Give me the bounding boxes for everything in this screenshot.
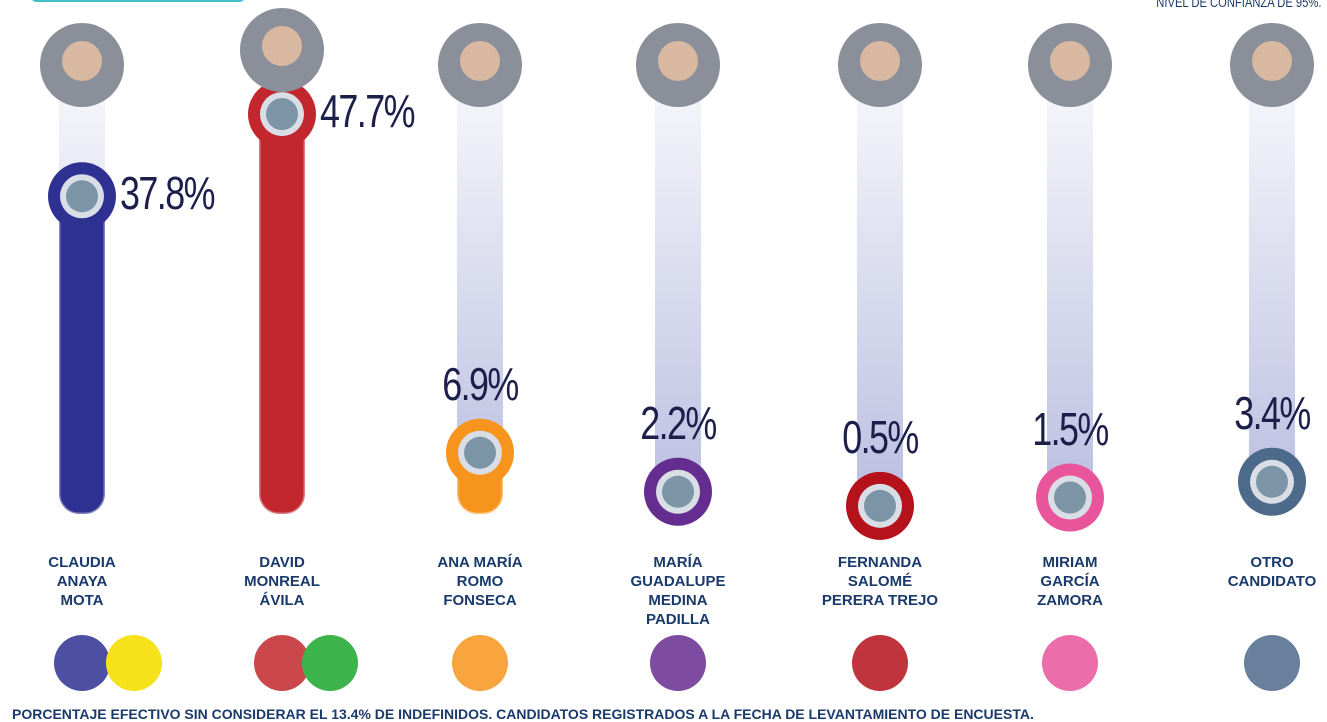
- party-logo: [254, 635, 310, 691]
- party-logo: [452, 635, 508, 691]
- party-logo: [54, 635, 110, 691]
- photo-face: [460, 41, 500, 81]
- bar: [257, 112, 307, 516]
- track: [655, 20, 701, 514]
- candidate-name: OTRO CANDIDATO: [1227, 554, 1317, 590]
- bar: [57, 194, 107, 516]
- candidate-name: MARÍA GUADALUPE MEDINA PADILLA: [630, 554, 726, 628]
- note: NIVEL DE CONFIANZA DE 95%.: [1155, 0, 1321, 10]
- photo-face: [262, 26, 302, 66]
- value-label: 0.5%: [842, 410, 919, 463]
- photo-face: [1252, 41, 1292, 81]
- party-logo: [1244, 635, 1300, 691]
- party-logo: [106, 635, 162, 691]
- value-label: 2.2%: [640, 396, 717, 449]
- photo-face: [860, 41, 900, 81]
- party-logo: [302, 635, 358, 691]
- knob-center: [662, 475, 694, 508]
- knob-center: [864, 489, 896, 522]
- value-label: 47.7%: [320, 85, 416, 138]
- party-logo: [852, 635, 908, 691]
- value-label: 1.5%: [1032, 402, 1109, 455]
- value-label: 6.9%: [442, 357, 519, 410]
- track: [1249, 20, 1295, 514]
- party-logo: [1042, 635, 1098, 691]
- party-logo: [650, 635, 706, 691]
- photo-face: [658, 41, 698, 81]
- knob-center: [1256, 465, 1288, 498]
- candidate-name: MIRIAM GARCÍA ZAMORA: [1037, 554, 1103, 609]
- footer: PORCENTAJE EFECTIVO SIN CONSIDERAR EL 13…: [12, 706, 1034, 722]
- knob-center: [266, 98, 298, 131]
- candidate-name: CLAUDIA ANAYA MOTA: [48, 554, 116, 609]
- knob-center: [464, 436, 496, 469]
- photo-face: [62, 41, 102, 81]
- track: [857, 20, 903, 514]
- track: [457, 20, 503, 514]
- knob-center: [66, 180, 98, 213]
- header-tab: [30, 0, 246, 2]
- track: [1047, 20, 1093, 514]
- photo-face: [1050, 41, 1090, 81]
- candidate-name: FERNANDA SALOMÉ PERERA TREJO: [821, 554, 939, 609]
- value-label: 3.4%: [1234, 386, 1311, 439]
- candidate-name: DAVID MONREAL ÁVILA: [244, 554, 320, 609]
- candidate-name: ANA MARÍA ROMO FONSECA: [437, 554, 523, 609]
- value-label: 37.8%: [120, 167, 216, 220]
- knob-center: [1054, 481, 1086, 514]
